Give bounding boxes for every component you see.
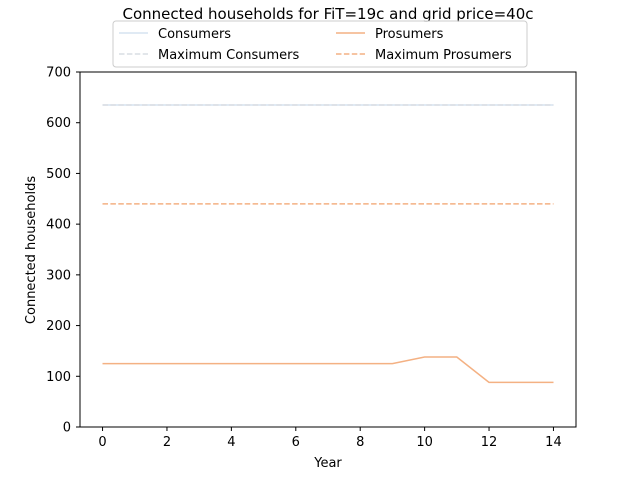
x-tick-label: 4 [227, 435, 235, 450]
legend-box [112, 20, 528, 68]
y-tick-label: 300 [46, 268, 71, 283]
y-tick-label: 600 [46, 116, 71, 131]
x-axis-ticks: 0 2 4 6 8 10 12 14 [98, 427, 562, 450]
x-tick-label: 14 [545, 435, 562, 450]
chart-title: Connected households for FiT=19c and gri… [122, 5, 533, 23]
x-tick-label: 10 [416, 435, 433, 450]
legend: Consumers Prosumers Maximum Consumers Maxim… [112, 20, 528, 68]
x-tick-label: 6 [292, 435, 300, 450]
legend-label-maximum-consumers: Maximum Consumers [158, 48, 299, 63]
y-axis-label: Connected households [24, 176, 39, 324]
y-tick-label: 100 [46, 370, 71, 385]
series-line-prosumers [102, 356, 554, 384]
series-layer [102, 104, 554, 384]
legend-label-prosumers: Prosumers [375, 27, 444, 42]
x-axis-label: Year [313, 456, 342, 471]
y-tick-label: 400 [46, 218, 71, 233]
legend-label-consumers: Consumers [158, 27, 231, 42]
x-tick-label: 12 [481, 435, 498, 450]
plot-frame [79, 71, 577, 428]
x-tick-label: 0 [98, 435, 106, 450]
y-tick-label: 200 [46, 319, 71, 334]
y-axis-ticks: 0 100 200 300 400 500 600 700 [46, 66, 80, 436]
y-tick-label: 500 [46, 167, 71, 182]
y-tick-label: 700 [46, 66, 71, 81]
x-tick-label: 8 [356, 435, 364, 450]
y-tick-label: 0 [63, 421, 71, 436]
x-tick-label: 2 [163, 435, 171, 450]
legend-label-maximum-prosumers: Maximum Prosumers [375, 48, 512, 63]
